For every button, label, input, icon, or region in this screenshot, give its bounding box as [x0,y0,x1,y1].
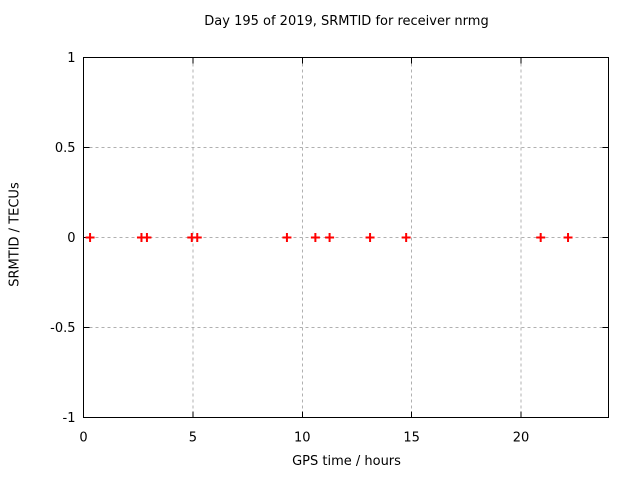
y-tick-label: 0 [67,231,75,246]
data-point-plus-marker [192,233,202,242]
data-point-plus-marker [401,233,411,242]
y-tick-label: 0.5 [55,141,76,156]
y-axis-title: SRMTID / TECUs [7,182,23,287]
plot-border [83,57,609,418]
data-point-plus-marker [310,233,320,242]
data-point-plus-marker [325,233,335,242]
x-tick-label: 0 [79,431,87,446]
x-tick-label: 20 [513,431,530,446]
data-point-plus-marker [536,233,546,242]
x-tick-label: 5 [189,431,197,446]
chart-title: Day 195 of 2019, SRMTID for receiver nrm… [204,14,489,29]
x-tick-label: 15 [403,431,420,446]
y-tick-label: 1 [67,51,75,66]
data-point-plus-marker [365,233,375,242]
data-point-plus-marker [142,233,152,242]
y-tick-label: -1 [63,411,76,426]
x-tick-label: 10 [294,431,311,446]
data-point-plus-marker [282,233,292,242]
data-point-plus-marker [563,233,573,242]
y-tick-label: -0.5 [50,321,75,336]
x-axis-title: GPS time / hours [292,454,401,469]
data-point-plus-marker [85,233,95,242]
